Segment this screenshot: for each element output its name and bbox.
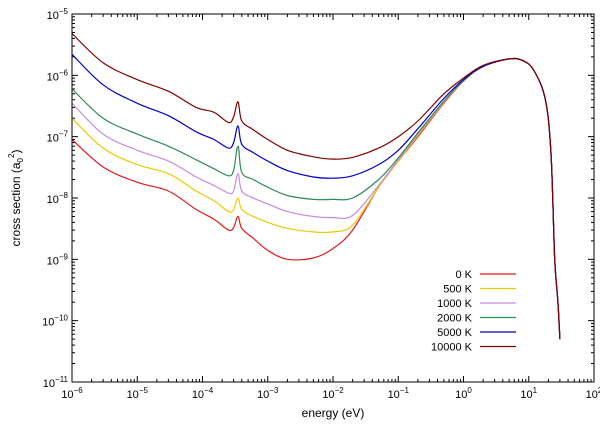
x-tick-label-exponent: −1 <box>400 386 410 395</box>
x-tick-label-exponent: −2 <box>335 386 345 395</box>
y-tick-label-base: 10 <box>47 194 59 206</box>
x-tick-label-base: 10 <box>192 389 204 401</box>
legend-label: 2000 K <box>437 313 473 325</box>
x-tick-label-base: 10 <box>586 389 598 401</box>
x-tick-label: 100 <box>455 386 472 401</box>
legend-label: 1000 K <box>437 298 473 310</box>
y-tick-label-exponent: −7 <box>59 130 69 139</box>
y-tick-label-exponent: −6 <box>59 68 69 77</box>
y-tick-label-exponent: −8 <box>59 191 69 200</box>
y-axis-label-close: ) <box>9 150 23 154</box>
y-tick-label: 10−9 <box>47 252 69 267</box>
x-tick-label: 102 <box>586 386 600 401</box>
legend-label: 10000 K <box>431 342 473 354</box>
y-tick-label: 10−6 <box>47 68 69 83</box>
x-tick-label-exponent: 2 <box>598 386 600 395</box>
x-tick-label-base: 10 <box>61 389 73 401</box>
legend-label: 0 K <box>455 269 472 281</box>
y-tick-label: 10−5 <box>47 7 69 22</box>
y-tick-label: 10−8 <box>47 191 69 206</box>
x-tick-label: 10−6 <box>61 386 83 401</box>
x-tick-label: 10−3 <box>257 386 279 401</box>
x-tick-label: 10−2 <box>322 386 344 401</box>
y-tick-label: 10−11 <box>43 375 69 390</box>
y-tick-label-base: 10 <box>47 71 59 83</box>
x-tick-label: 101 <box>520 386 537 401</box>
x-tick-label-base: 10 <box>388 389 400 401</box>
y-tick-label: 10−7 <box>47 130 69 145</box>
x-tick-label-base: 10 <box>257 389 269 401</box>
legend-label: 5000 K <box>437 327 473 339</box>
y-tick-label-base: 10 <box>43 378 55 390</box>
x-tick-label: 10−4 <box>192 386 214 401</box>
y-axis-label-superscript: 2 <box>7 153 16 158</box>
y-tick-label-base: 10 <box>47 255 59 267</box>
x-tick-label-exponent: −5 <box>139 386 149 395</box>
y-axis-label-main: cross section (a <box>9 162 23 246</box>
y-tick-label-exponent: −9 <box>59 252 69 261</box>
x-tick-label-exponent: −6 <box>74 386 84 395</box>
series-line-10000-k <box>71 33 561 340</box>
y-axis-label: cross section (a02) <box>7 150 25 247</box>
x-tick-label: 10−5 <box>127 386 149 401</box>
y-tick-label-exponent: −5 <box>59 7 69 16</box>
x-tick-label-base: 10 <box>520 389 532 401</box>
x-tick-label-exponent: 1 <box>533 386 538 395</box>
x-axis-label: energy (eV) <box>302 406 365 420</box>
y-tick-label: 10−10 <box>42 314 68 329</box>
x-tick-label-base: 10 <box>127 389 139 401</box>
y-tick-label-exponent: −11 <box>55 375 69 384</box>
series-curves <box>71 33 561 340</box>
x-tick-label-exponent: −3 <box>269 386 279 395</box>
x-tick-label-base: 10 <box>322 389 334 401</box>
y-tick-label-exponent: −10 <box>54 314 68 323</box>
y-tick-label-base: 10 <box>47 133 59 145</box>
legend: 0 K 500 K 1000 K 2000 K 5000 K 10000 K <box>431 269 516 354</box>
x-tick-label: 10−1 <box>388 386 410 401</box>
tick-labels: 10−610−510−410−310−210−110010110210−1110… <box>42 7 600 401</box>
y-tick-label-base: 10 <box>47 10 59 22</box>
x-tick-label-exponent: 0 <box>467 386 472 395</box>
y-tick-label-base: 10 <box>42 317 54 329</box>
x-tick-label-base: 10 <box>455 389 467 401</box>
plot-frame <box>71 13 595 383</box>
y-axis-label-subscript: 0 <box>16 157 25 162</box>
legend-label: 500 K <box>443 284 472 296</box>
x-tick-label-exponent: −4 <box>204 386 214 395</box>
